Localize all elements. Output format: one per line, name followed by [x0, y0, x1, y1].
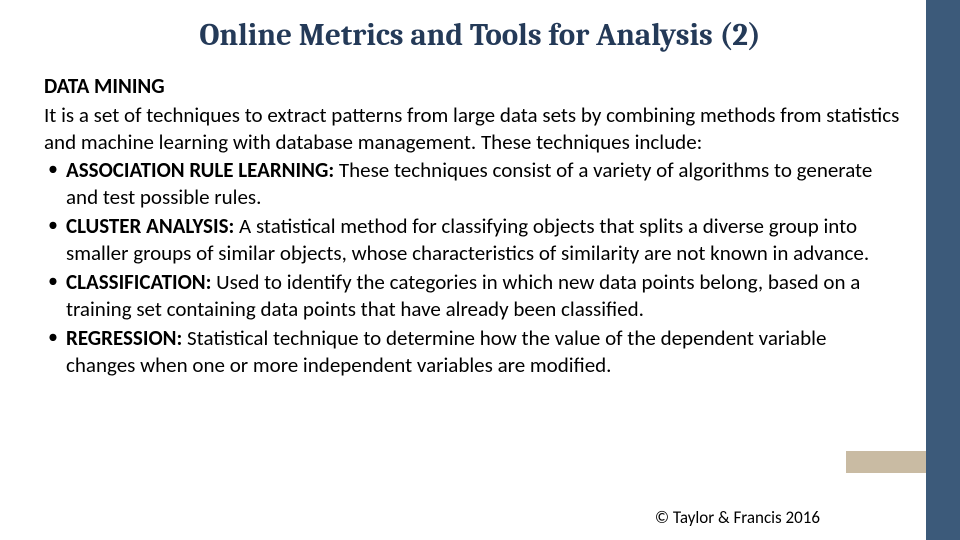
list-item: ASSOCIATION RULE LEARNING: These techniq…	[66, 157, 900, 211]
sidebar-accent	[926, 0, 960, 540]
section-subhead: DATA MINING	[44, 73, 900, 100]
slide-content: DATA MINING It is a set of techniques to…	[0, 55, 960, 379]
bullet-term: CLUSTER ANALYSIS:	[66, 213, 234, 239]
slide-title: Online Metrics and Tools for Analysis (2…	[0, 0, 960, 55]
list-item: REGRESSION: Statistical technique to det…	[66, 325, 900, 379]
bullet-term: ASSOCIATION RULE LEARNING:	[66, 157, 334, 183]
list-item: CLASSIFICATION: Used to identify the cat…	[66, 269, 900, 323]
bullet-term: CLASSIFICATION:	[66, 269, 211, 295]
copyright-footer: © Taylor & Francis 2016	[655, 507, 820, 528]
sidebar-notch	[846, 451, 926, 473]
list-item: CLUSTER ANALYSIS: A statistical method f…	[66, 213, 900, 267]
bullet-list: ASSOCIATION RULE LEARNING: These techniq…	[44, 157, 900, 378]
intro-paragraph: It is a set of techniques to extract pat…	[44, 102, 900, 156]
bullet-term: REGRESSION:	[66, 325, 182, 351]
